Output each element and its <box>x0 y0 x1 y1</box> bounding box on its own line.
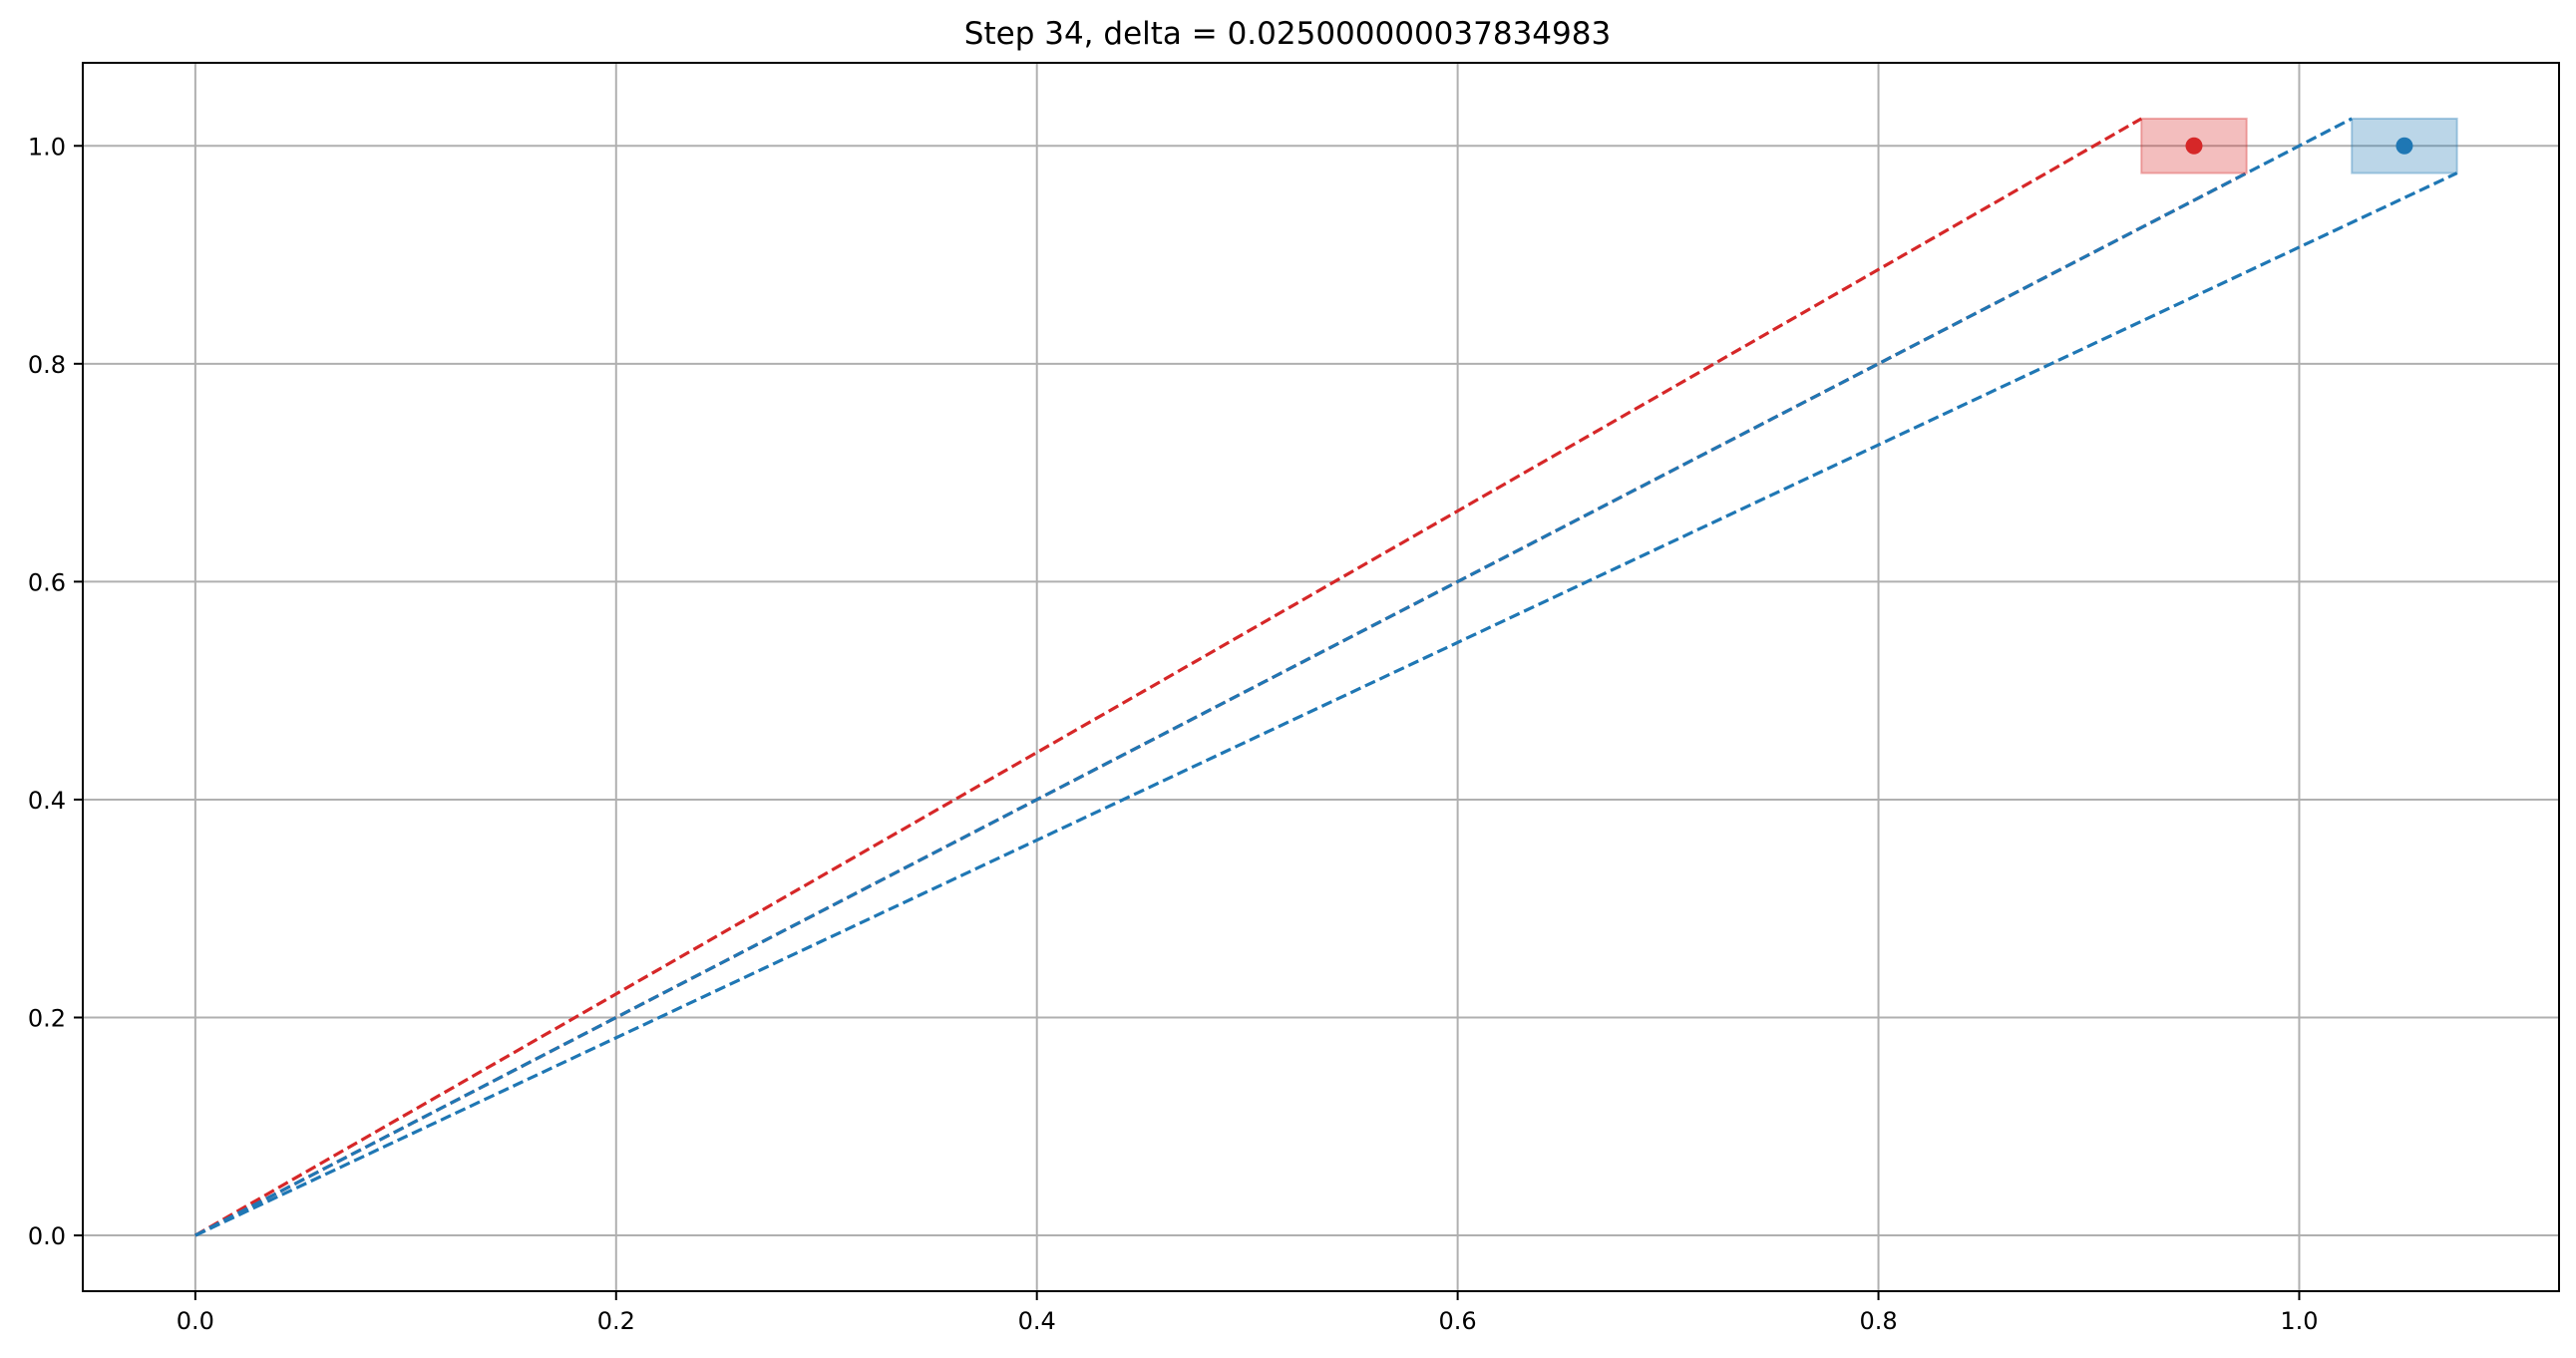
x-tick-label: 0.8 <box>1859 1307 1897 1335</box>
y-tick-label: 0.2 <box>28 1004 66 1032</box>
y-tick-label: 1.0 <box>28 133 66 161</box>
axis-ticks: 0.0 0.2 0.4 0.6 0.8 1.0 0.0 0.2 0.4 0.6 0.8 1.0 <box>28 133 2319 1335</box>
x-tick-label: 0.2 <box>597 1307 635 1335</box>
y-tick-label: 0.4 <box>28 787 66 815</box>
data-point-blue <box>2395 137 2413 155</box>
dashed-line-blue-3 <box>194 117 2353 1237</box>
chart-title: Step 34, delta = 0.025000000037834983 <box>964 16 1611 52</box>
y-tick-label: 0.8 <box>28 351 66 379</box>
grid-lines <box>83 63 2559 1291</box>
plot-area-frame <box>82 62 2560 1292</box>
dashed-lines <box>194 117 2458 1237</box>
y-tick-label: 0.6 <box>28 568 66 596</box>
x-tick-label: 1.0 <box>2280 1307 2318 1335</box>
y-tick-label: 0.0 <box>28 1222 66 1250</box>
dashed-line-red-1 <box>194 117 2143 1237</box>
x-tick-label: 0.6 <box>1439 1307 1477 1335</box>
x-tick-label: 0.0 <box>177 1307 214 1335</box>
data-point-red <box>2185 137 2203 155</box>
x-tick-label: 0.4 <box>1018 1307 1056 1335</box>
data-points <box>2185 137 2413 155</box>
dashed-line-blue-4 <box>194 171 2458 1237</box>
plot-area-background <box>83 63 2559 1291</box>
